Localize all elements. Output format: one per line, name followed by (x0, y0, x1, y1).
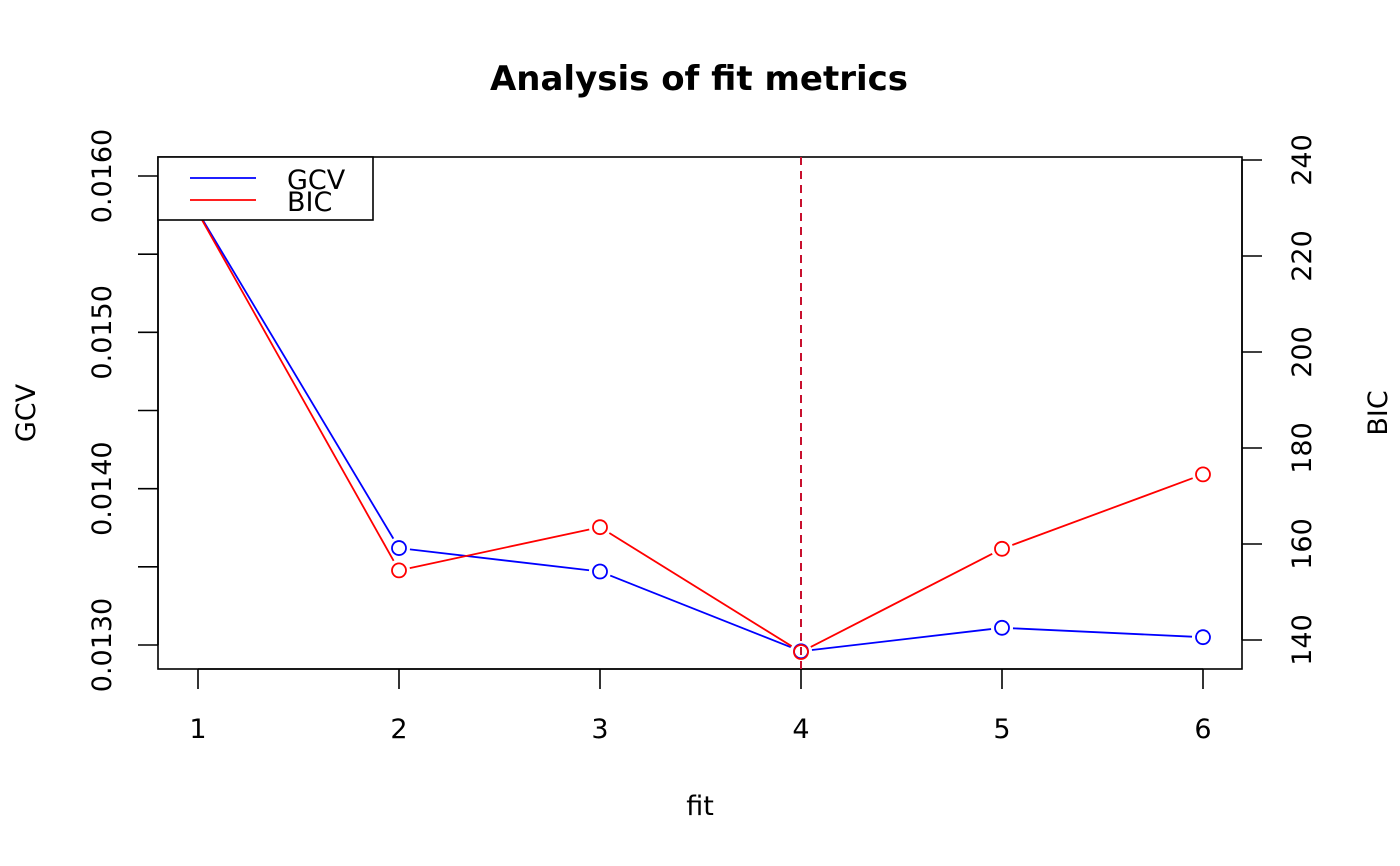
x-tick-label: 5 (993, 714, 1010, 745)
left-y-tick-label: 0.0140 (87, 441, 118, 535)
legend: GCV BIC (157, 156, 374, 221)
legend-label-bic: BIC (287, 187, 332, 218)
plot-frame (157, 156, 1243, 670)
right-y-tick-label: 200 (1287, 326, 1318, 378)
series-bic-segment (409, 528, 590, 569)
series-bic-point (1195, 466, 1211, 483)
left-y-axis: 0.0130 0.0140 0.0150 0.0160 (87, 129, 159, 692)
series-gcv-point (592, 563, 608, 580)
right-y-tick-label: 140 (1287, 614, 1318, 666)
series-bic-point (994, 540, 1010, 557)
left-y-tick-label: 0.0160 (87, 129, 118, 223)
series-gcv-segment (409, 548, 590, 572)
series-gcv-segment (1012, 627, 1193, 638)
left-y-tick-label: 0.0150 (87, 285, 118, 379)
series-layer (197, 211, 1211, 660)
legend-label-gcv: GCV (287, 165, 346, 196)
right-y-tick-label: 160 (1287, 518, 1318, 570)
series-bic-segment (1012, 477, 1193, 546)
right-y-axis: 140 160 180 200 220 240 (1241, 134, 1318, 666)
series-bic-segment (608, 532, 793, 647)
x-axis-label: fit (686, 791, 714, 822)
x-tick-label: 6 (1194, 714, 1211, 745)
series-gcv-segment (197, 211, 395, 540)
x-tick-label: 3 (591, 714, 608, 745)
series-bic-segment (810, 553, 993, 648)
right-y-tick-label: 220 (1287, 230, 1318, 282)
x-tick-label: 2 (390, 714, 407, 745)
x-axis: 1 2 3 4 5 6 (189, 668, 1212, 745)
series-bic-point (793, 644, 809, 660)
right-y-tick-label: 240 (1287, 134, 1318, 186)
right-y-axis-label: BIC (1363, 390, 1394, 435)
series-bic-segment (197, 212, 395, 562)
legend-box (157, 156, 374, 221)
left-y-axis-label: GCV (11, 383, 42, 442)
x-tick-label: 1 (189, 714, 206, 745)
series-gcv-segment (609, 574, 792, 649)
series-gcv-point (1195, 629, 1211, 646)
series-gcv-point (994, 619, 1010, 636)
series-gcv-point (391, 540, 407, 556)
series-bic-point (592, 519, 608, 536)
left-y-tick-label: 0.0130 (87, 598, 118, 692)
right-y-tick-label: 180 (1287, 422, 1318, 474)
chart-title: Analysis of fit metrics (490, 59, 908, 99)
series-bic-point (391, 562, 407, 579)
x-tick-label: 4 (792, 714, 809, 745)
series-gcv-segment (811, 628, 992, 651)
